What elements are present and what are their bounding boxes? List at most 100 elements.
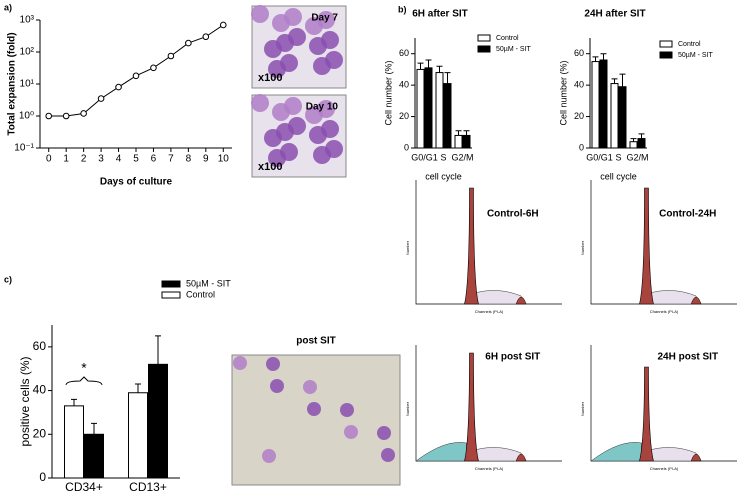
cell <box>233 356 247 370</box>
point <box>62 112 70 120</box>
image-label: Day 10 <box>306 102 339 113</box>
error-bar <box>417 62 424 70</box>
image-label: post SIT <box>296 336 335 347</box>
error-bar <box>155 335 161 365</box>
image-label: Day 7 <box>311 13 338 24</box>
g2-peak <box>690 296 702 305</box>
legend-swatch <box>477 45 491 53</box>
bar <box>591 61 600 149</box>
point <box>167 52 175 60</box>
error-bar <box>71 398 77 406</box>
cell <box>309 37 327 55</box>
cell <box>251 94 269 112</box>
line <box>48 24 224 117</box>
cell <box>344 425 358 439</box>
x-tick-label: S <box>440 152 446 162</box>
bar <box>416 68 425 149</box>
legend-label: 50µM - SIT <box>496 46 531 53</box>
point <box>185 39 192 47</box>
micrograph <box>231 354 401 486</box>
point <box>115 83 122 91</box>
point <box>132 72 140 80</box>
y-tick-label: 20 <box>574 111 584 121</box>
sub-g1-area <box>415 442 467 462</box>
panel-label: c) <box>4 274 12 284</box>
error-bar <box>135 383 141 393</box>
cell <box>266 357 280 371</box>
s-phase-area <box>646 290 697 305</box>
point <box>97 95 105 102</box>
x-axis-label: Days of culture <box>100 177 173 188</box>
error-bar <box>619 73 626 87</box>
g2-peak <box>515 453 527 462</box>
y-tick-label: 10² <box>20 47 35 58</box>
y-tick-label: 60 <box>399 48 409 58</box>
legend-label: 50µM - SIT <box>186 278 231 288</box>
point <box>202 33 210 41</box>
x-tick-label: 2 <box>81 154 87 165</box>
image-magnification: x100 <box>258 72 282 84</box>
error-bar <box>600 53 607 60</box>
cell <box>264 129 282 147</box>
bar <box>443 83 452 149</box>
hist-title: Control-6H <box>487 209 539 220</box>
cell <box>262 449 276 463</box>
x-axis-label: cell cycle <box>425 171 462 181</box>
error-bar <box>638 133 645 139</box>
bar <box>462 134 471 149</box>
bar <box>84 433 104 479</box>
hist-title: 24H post SIT <box>658 352 719 363</box>
cell <box>264 40 282 58</box>
hist-frame <box>590 180 737 305</box>
g1-peak <box>639 187 654 305</box>
hist-frame <box>415 180 562 305</box>
g1-peak <box>464 352 479 462</box>
y-tick-label: 0 <box>579 142 584 152</box>
legend-label: Control <box>678 41 701 48</box>
x-tick-label: S <box>615 152 621 162</box>
error-bar <box>592 56 599 62</box>
y-tick-label: 10³ <box>20 15 35 26</box>
legend-swatch <box>161 280 181 288</box>
y-tick-label: 40 <box>399 80 409 90</box>
bar <box>128 392 148 479</box>
error-bar <box>630 138 637 142</box>
g1-peak <box>639 366 654 462</box>
y-tick-label: 10¹ <box>20 79 35 90</box>
bar <box>618 86 627 149</box>
hist-ylabel: Number <box>405 401 410 416</box>
x-tick-label: 8 <box>186 154 192 165</box>
bar <box>610 83 619 149</box>
hist-title: 6H post SIT <box>485 352 540 363</box>
g1-peak <box>464 187 479 305</box>
cell <box>303 380 317 394</box>
x-tick-label: G2/M <box>626 152 648 162</box>
y-tick-label: 60 <box>33 339 47 353</box>
error-bar <box>444 72 451 84</box>
x-tick-label: G0/G1 <box>411 152 438 162</box>
bar <box>599 59 608 149</box>
cell <box>272 103 290 121</box>
hist-xlabel: Channels (PI-A) <box>650 309 679 314</box>
error-bar <box>455 130 462 136</box>
x-tick-label: 7 <box>168 154 174 165</box>
cell <box>381 448 395 462</box>
y-tick-label: 40 <box>574 80 584 90</box>
y-tick-label: 0 <box>39 470 46 484</box>
x-tick-label: 10 <box>218 154 230 165</box>
y-tick-label: 0 <box>404 142 409 152</box>
hist-ylabel: Number <box>580 401 585 416</box>
x-tick-label: 5 <box>133 154 139 165</box>
cell <box>305 106 323 124</box>
cell <box>305 17 323 35</box>
error-bar <box>463 130 470 136</box>
error-bar <box>91 422 97 435</box>
cell <box>313 146 331 164</box>
hist-title: Control-24H <box>659 209 716 220</box>
x-tick-label: CD34+ <box>65 480 103 494</box>
s-phase-area <box>471 447 522 462</box>
x-tick-label: 4 <box>116 154 122 165</box>
x-axis-label: cell cycle <box>600 171 637 181</box>
cell <box>340 403 354 417</box>
